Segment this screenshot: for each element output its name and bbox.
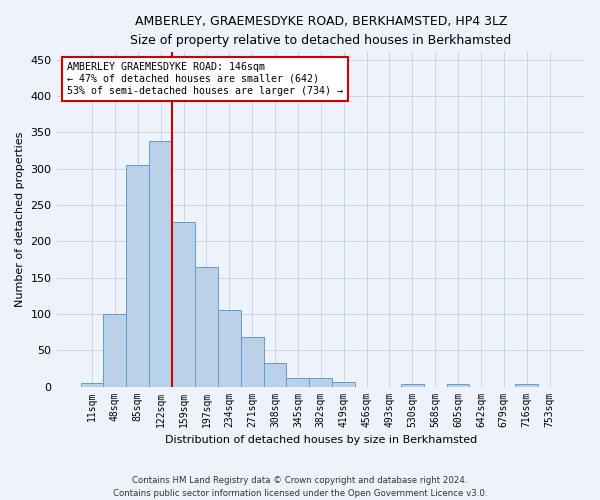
Bar [263,364,286,386]
Bar [310,378,332,386]
Bar [195,266,218,386]
X-axis label: Distribution of detached houses by size in Berkhamsted: Distribution of detached houses by size … [164,435,477,445]
Bar [149,141,172,386]
Text: AMBERLEY GRAEMESDYKE ROAD: 146sqm
← 47% of detached houses are smaller (642)
53%: AMBERLEY GRAEMESDYKE ROAD: 146sqm ← 47% … [67,62,343,96]
Bar [286,378,310,386]
Title: AMBERLEY, GRAEMESDYKE ROAD, BERKHAMSTED, HP4 3LZ
Size of property relative to de: AMBERLEY, GRAEMESDYKE ROAD, BERKHAMSTED,… [130,15,511,47]
Bar [332,382,355,386]
Bar [172,222,195,386]
Bar [218,310,241,386]
Bar [241,337,263,386]
Y-axis label: Number of detached properties: Number of detached properties [15,132,25,307]
Bar [515,384,538,386]
Bar [446,384,469,386]
Bar [401,384,424,386]
Bar [80,383,103,386]
Text: Contains HM Land Registry data © Crown copyright and database right 2024.
Contai: Contains HM Land Registry data © Crown c… [113,476,487,498]
Bar [103,314,127,386]
Bar [127,165,149,386]
